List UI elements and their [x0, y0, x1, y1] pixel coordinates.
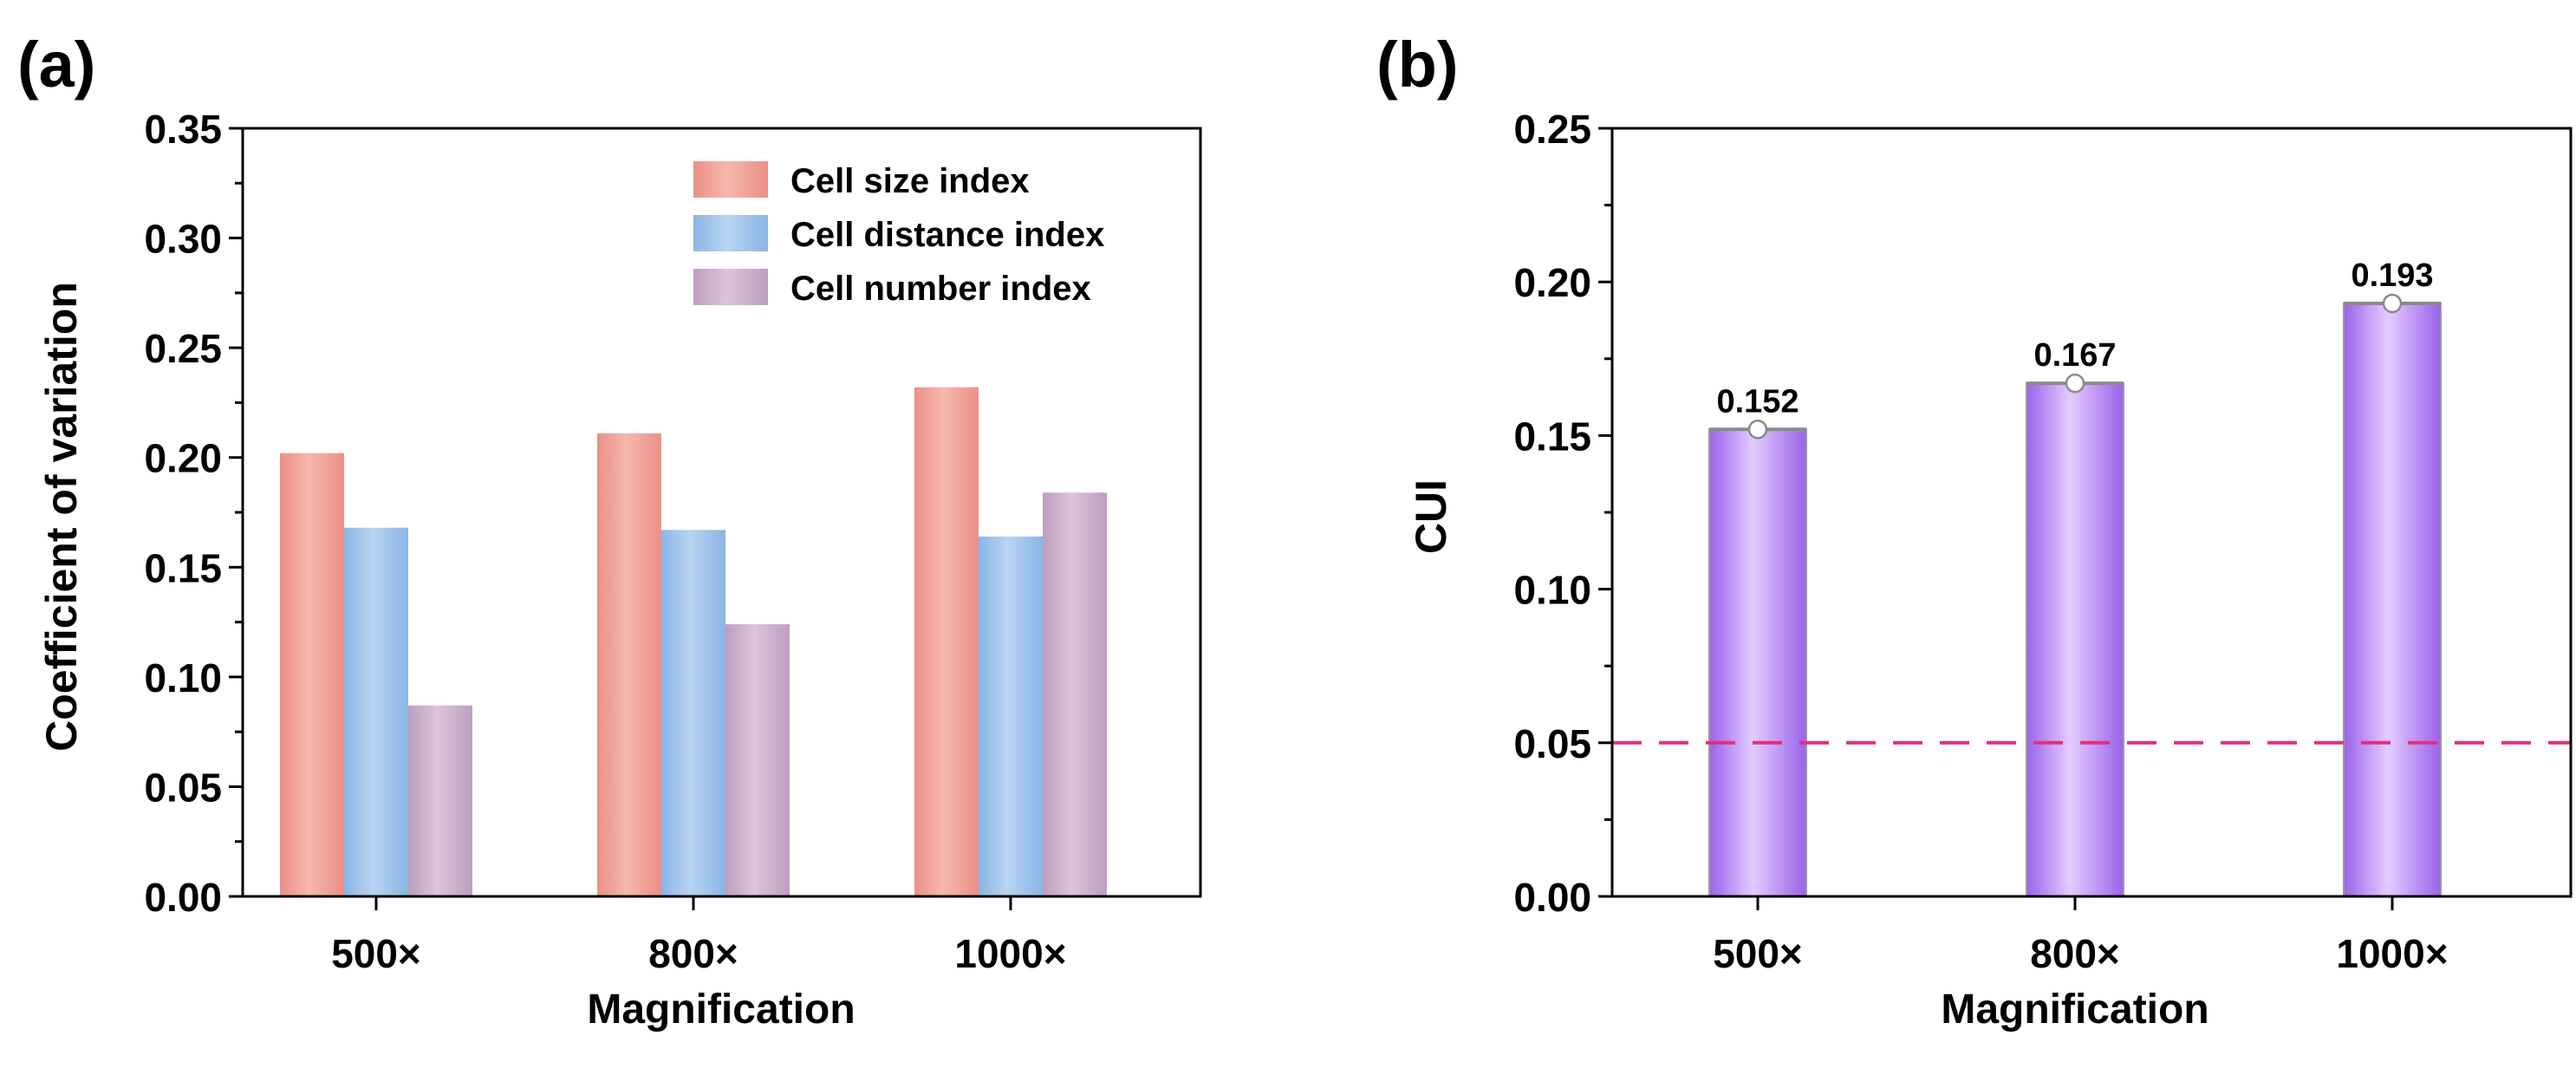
panel-b-y-axis-title: CUI: [1407, 479, 1455, 554]
panel-a-legend-label: Cell size index: [790, 162, 1030, 200]
panel-b-y-tick-label: 0.10: [1513, 568, 1591, 613]
panel-a-legend-swatch: [693, 215, 768, 251]
panel-b-point-marker: [1747, 420, 1768, 440]
panel-a-x-axis-title: Magnification: [587, 987, 855, 1033]
panel-b-data-label: 0.152: [1716, 383, 1799, 420]
panel-b-chart: (b) 0.152 0.167 0.193 0.00 0.05 0.10 0.15 0.20…: [1376, 29, 2573, 1033]
panel-a-bar: [344, 527, 408, 896]
panel-a-bar: [914, 387, 979, 896]
panel-a-x-tick-label: 1000×: [954, 931, 1066, 976]
panel-b-data-label: 0.167: [2033, 337, 2116, 374]
panel-a-legend-label: Cell distance index: [790, 216, 1104, 254]
panel-a-bars: [280, 387, 1107, 897]
panel-a-legend-label: Cell number index: [790, 270, 1091, 308]
panel-a-y-axis-title: Coefficient of variation: [37, 282, 86, 752]
panel-b-data-label: 0.193: [2351, 257, 2433, 294]
panel-a-chart: (a) 0.00 0.05 0.10 0.15 0.20 0.25 0.30 0.35 500×…: [17, 29, 1202, 1033]
panel-b-bar: [1708, 428, 1807, 897]
panel-a-legend-swatch: [693, 161, 768, 198]
panel-a-bar: [280, 453, 344, 896]
panel-a-bar: [597, 433, 661, 897]
panel-b-label: (b): [1376, 29, 1459, 101]
panel-a-legend-swatch: [693, 269, 768, 305]
panel-a-legend: Cell size index Cell distance index Cell n…: [693, 161, 1104, 308]
panel-a-y-tick-label: 0.25: [144, 326, 222, 371]
panel-a-y-tick-label: 0.35: [144, 107, 222, 152]
panel-a-bar: [408, 705, 472, 896]
panel-a-x-tick-label: 500×: [331, 931, 421, 976]
panel-b-bar: [2026, 382, 2124, 898]
panel-a-x-tick-label: 800×: [648, 931, 738, 976]
panel-a-bar: [725, 624, 790, 896]
panel-b-y-tick-label: 0.00: [1513, 875, 1591, 920]
panel-b-x-axis-title: Magnification: [1941, 987, 2208, 1033]
panel-b-x-tick-label: 500×: [1713, 931, 1803, 976]
panel-a-bar: [1043, 492, 1107, 896]
panel-b-y-tick-label: 0.05: [1513, 721, 1591, 766]
panel-b-y-tick-label: 0.15: [1513, 414, 1591, 459]
panel-b-axes: 0.00 0.05 0.10 0.15 0.20 0.25 500× 800× 1000×: [1513, 107, 2573, 976]
panel-b-bars: 0.152 0.167 0.193: [1708, 257, 2442, 898]
panel-b-point-marker: [2065, 373, 2085, 394]
panel-a-axes: 0.00 0.05 0.10 0.15 0.20 0.25 0.30 0.35 500× 800×…: [144, 107, 1202, 976]
panel-b-y-tick-label: 0.20: [1513, 260, 1591, 305]
panel-a-y-tick-label: 0.20: [144, 436, 222, 481]
panel-a-y-tick-label: 0.00: [144, 875, 222, 920]
panel-a-y-tick-label: 0.10: [144, 655, 222, 700]
panel-a-y-tick-label: 0.30: [144, 217, 222, 262]
panel-a-y-tick-label: 0.05: [144, 765, 222, 810]
panel-a-bar: [661, 530, 725, 896]
panel-a-y-tick-label: 0.15: [144, 545, 222, 590]
panel-a-label: (a): [17, 29, 95, 101]
panel-b-x-tick-label: 800×: [2030, 931, 2120, 976]
panel-b-point-marker: [2382, 293, 2403, 314]
panel-a-bar: [979, 536, 1043, 896]
panel-b-bar: [2343, 303, 2442, 897]
panel-b-x-tick-label: 1000×: [2336, 931, 2448, 976]
panel-b-y-tick-label: 0.25: [1513, 107, 1591, 152]
